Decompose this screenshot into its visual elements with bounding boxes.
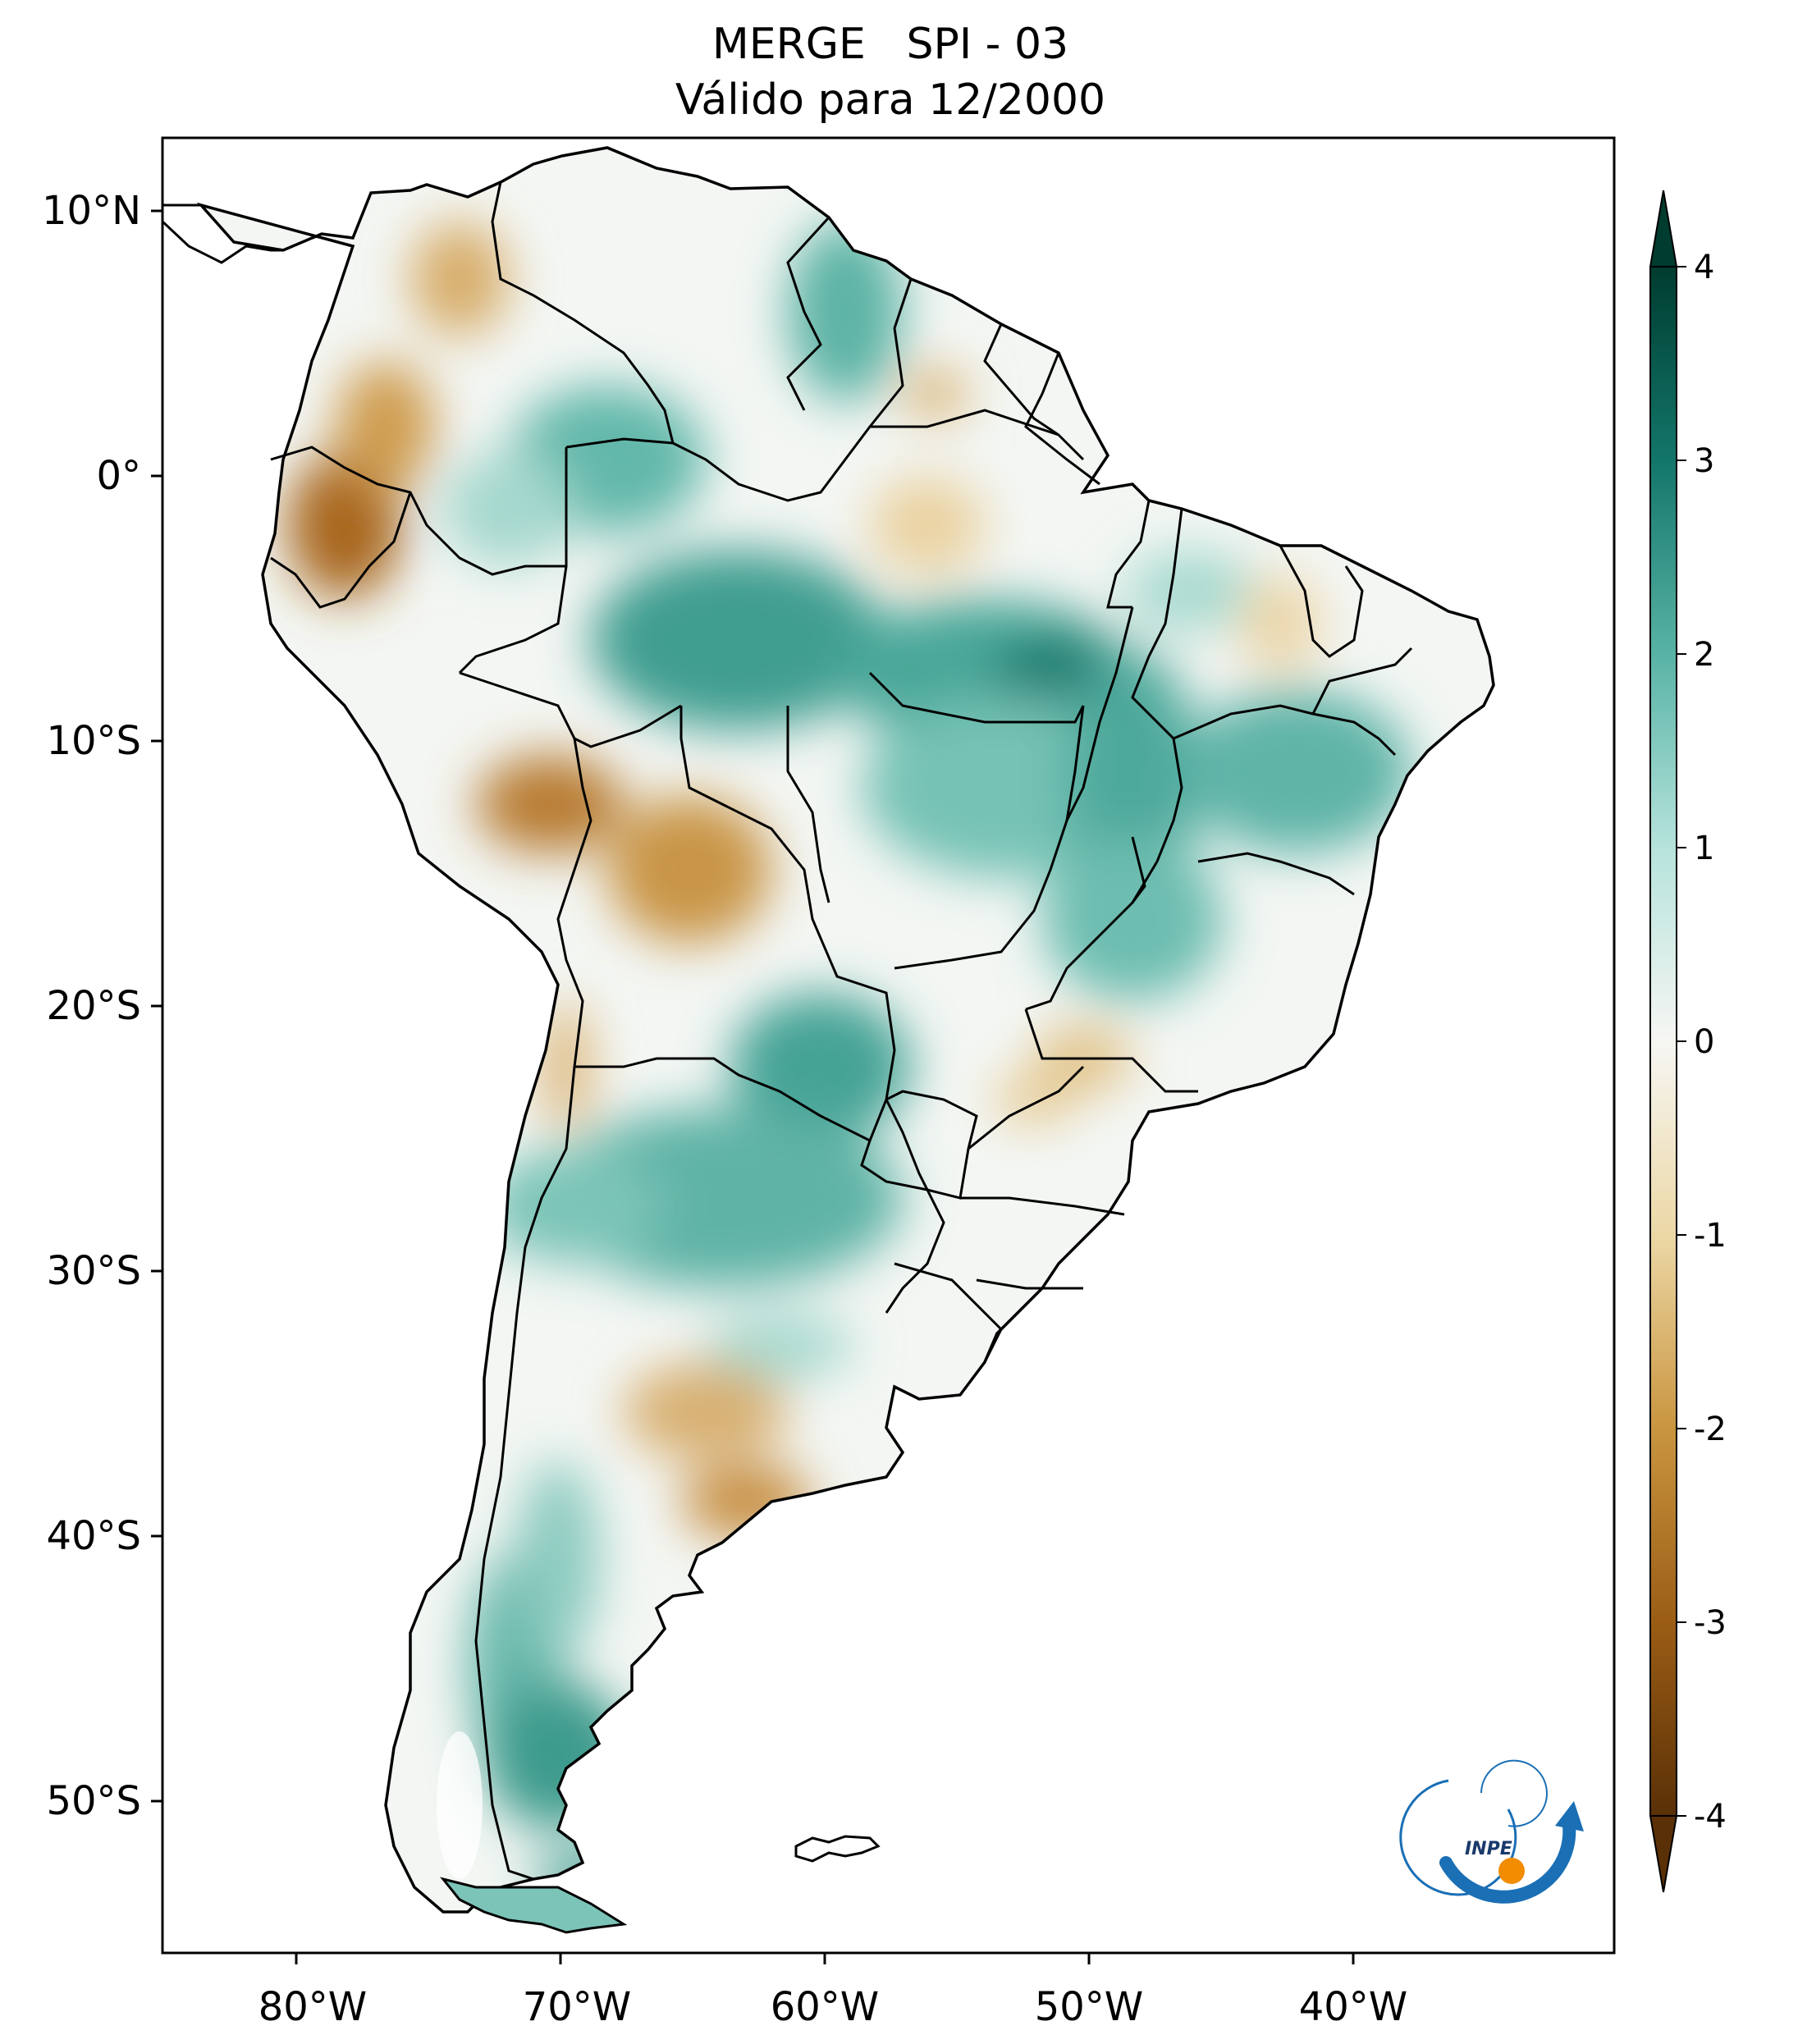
map-title: MERGE SPI - 03 (711, 20, 1069, 69)
lat-tick-label: 20°S (46, 983, 141, 1029)
colorbar-tick-label: 0 (1694, 1023, 1714, 1061)
latitude-ticks: 10°N 0° 10°S 20°S 30°S 40°S 50°S (42, 188, 162, 1824)
colorbar-tick-label: 2 (1694, 636, 1714, 674)
map-subtitle: Válido para 12/2000 (675, 75, 1106, 125)
lon-tick-label: 50°W (1035, 1984, 1144, 2030)
lon-tick-label: 40°W (1299, 1984, 1408, 2030)
colorbar-tick-label: -4 (1694, 1798, 1727, 1836)
colorbar-tick-label: -1 (1694, 1217, 1727, 1255)
lat-tick-label: 10°S (46, 718, 141, 764)
colorbar-tick-label: 3 (1694, 442, 1714, 480)
lat-tick-label: 10°N (42, 188, 141, 234)
lat-tick-label: 40°S (46, 1513, 141, 1559)
lat-tick-label: 0° (96, 453, 141, 499)
colorbar-tick-label: 1 (1694, 830, 1714, 867)
inpe-logo: INPE (1399, 1759, 1584, 1904)
longitude-ticks: 80°W 70°W 60°W 50°W 40°W (258, 1953, 1408, 2030)
lon-tick-label: 80°W (258, 1984, 368, 2030)
colorbar-tick-label: -3 (1694, 1604, 1727, 1642)
colorbar-tick-label: 4 (1694, 249, 1714, 286)
lat-tick-label: 30°S (46, 1248, 141, 1294)
colorbar-tick-label: -2 (1694, 1411, 1727, 1448)
lon-tick-label: 70°W (523, 1984, 632, 2030)
inpe-logo-text: INPE (1465, 1839, 1512, 1859)
lat-tick-label: 50°S (46, 1778, 141, 1824)
colorbar: 4 3 2 1 0 -1 -2 -3 -4 (1649, 190, 1727, 1893)
lon-tick-label: 60°W (771, 1984, 880, 2030)
